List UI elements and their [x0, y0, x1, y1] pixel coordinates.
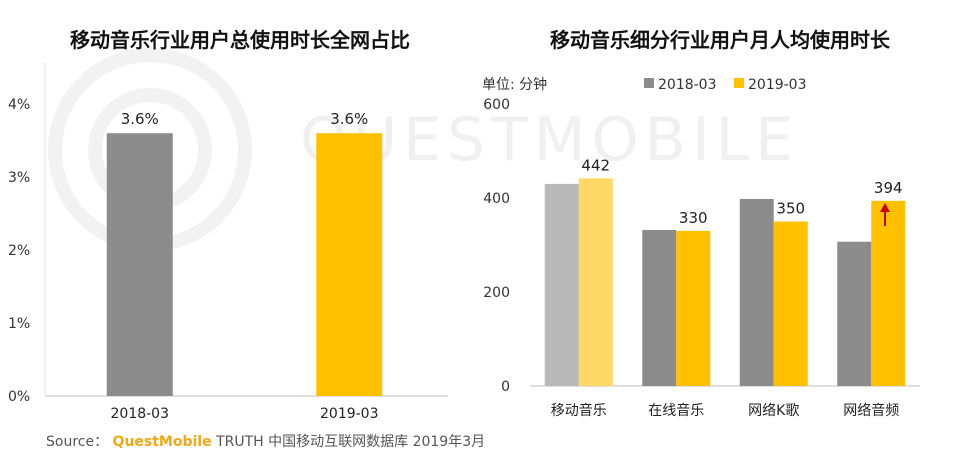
unit-label: 单位: 分钟 [482, 76, 547, 93]
right-bar [544, 183, 579, 386]
left-bar-data-label: 3.6% [121, 110, 159, 128]
left-chart-title: 移动音乐行业用户总使用时长全网占比 [70, 28, 410, 52]
source-brand: QuestMobile [112, 434, 212, 450]
left-y-tick-label: 2% [8, 243, 30, 259]
legend-swatch-2019 [734, 78, 744, 88]
source-label: Source： [46, 434, 109, 450]
legend-swatch-2018 [644, 78, 654, 88]
right-bar [578, 178, 613, 386]
left-x-tick-label: 2019-03 [320, 406, 379, 422]
right-y-tick-label: 600 [483, 97, 510, 113]
right-x-tick-label: 在线音乐 [648, 402, 704, 419]
legend-label-2019: 2019-03 [748, 77, 807, 93]
left-y-tick-label: 1% [8, 316, 30, 332]
right-y-axis: 0 200 400 600 [483, 97, 510, 395]
right-bar [773, 221, 808, 386]
right-bar-data-label: 394 [874, 179, 903, 197]
source-text: TRUTH 中国移动互联网数据库 2019年3月 [216, 434, 486, 450]
up-arrow-annotation [880, 203, 890, 226]
right-chart: 移动音乐细分行业用户月人均使用时长 单位: 分钟 2018-03 2019-03… [482, 28, 920, 419]
right-bar [739, 198, 774, 386]
legend-label-2018: 2018-03 [658, 77, 717, 93]
left-y-axis: 0% 1% 2% 3% 4% [8, 97, 30, 405]
right-chart-title: 移动音乐细分行业用户月人均使用时长 [550, 28, 891, 52]
right-x-tick-label: 网络音频 [843, 402, 899, 419]
left-bar-data-label: 3.6% [330, 110, 368, 128]
right-bar [676, 230, 711, 386]
legend: 2018-03 2019-03 [644, 77, 807, 93]
left-x-tick-label: 2018-03 [111, 406, 170, 422]
right-bar [871, 200, 906, 386]
right-y-tick-label: 0 [501, 379, 510, 395]
left-bar [316, 133, 383, 396]
right-bar-data-label: 350 [776, 200, 805, 218]
right-x-tick-label: 移动音乐 [551, 402, 607, 419]
right-y-tick-label: 200 [483, 285, 510, 301]
source-line: Source： QuestMobile TRUTH 中国移动互联网数据库 201… [46, 431, 485, 451]
left-y-tick-label: 0% [8, 389, 30, 405]
right-bars: 442 移动音乐 330 在线音乐 350 网络K歌 394 网络音频 [544, 156, 906, 419]
right-bar-data-label: 442 [581, 156, 610, 174]
left-bars: 3.6% 2018-03 3.6% 2019-03 [106, 110, 383, 422]
left-bar [106, 133, 173, 396]
left-chart: 移动音乐行业用户总使用时长全网占比 0% 1% 2% 3% 4% 3.6% 2018-03… [8, 28, 448, 422]
right-bar [837, 241, 872, 386]
left-y-tick-label: 4% [8, 97, 30, 113]
right-x-tick-label: 网络K歌 [748, 403, 799, 419]
left-y-tick-label: 3% [8, 170, 30, 186]
right-y-tick-label: 400 [483, 191, 510, 207]
right-bar-data-label: 330 [679, 209, 708, 227]
right-bar [642, 229, 677, 386]
